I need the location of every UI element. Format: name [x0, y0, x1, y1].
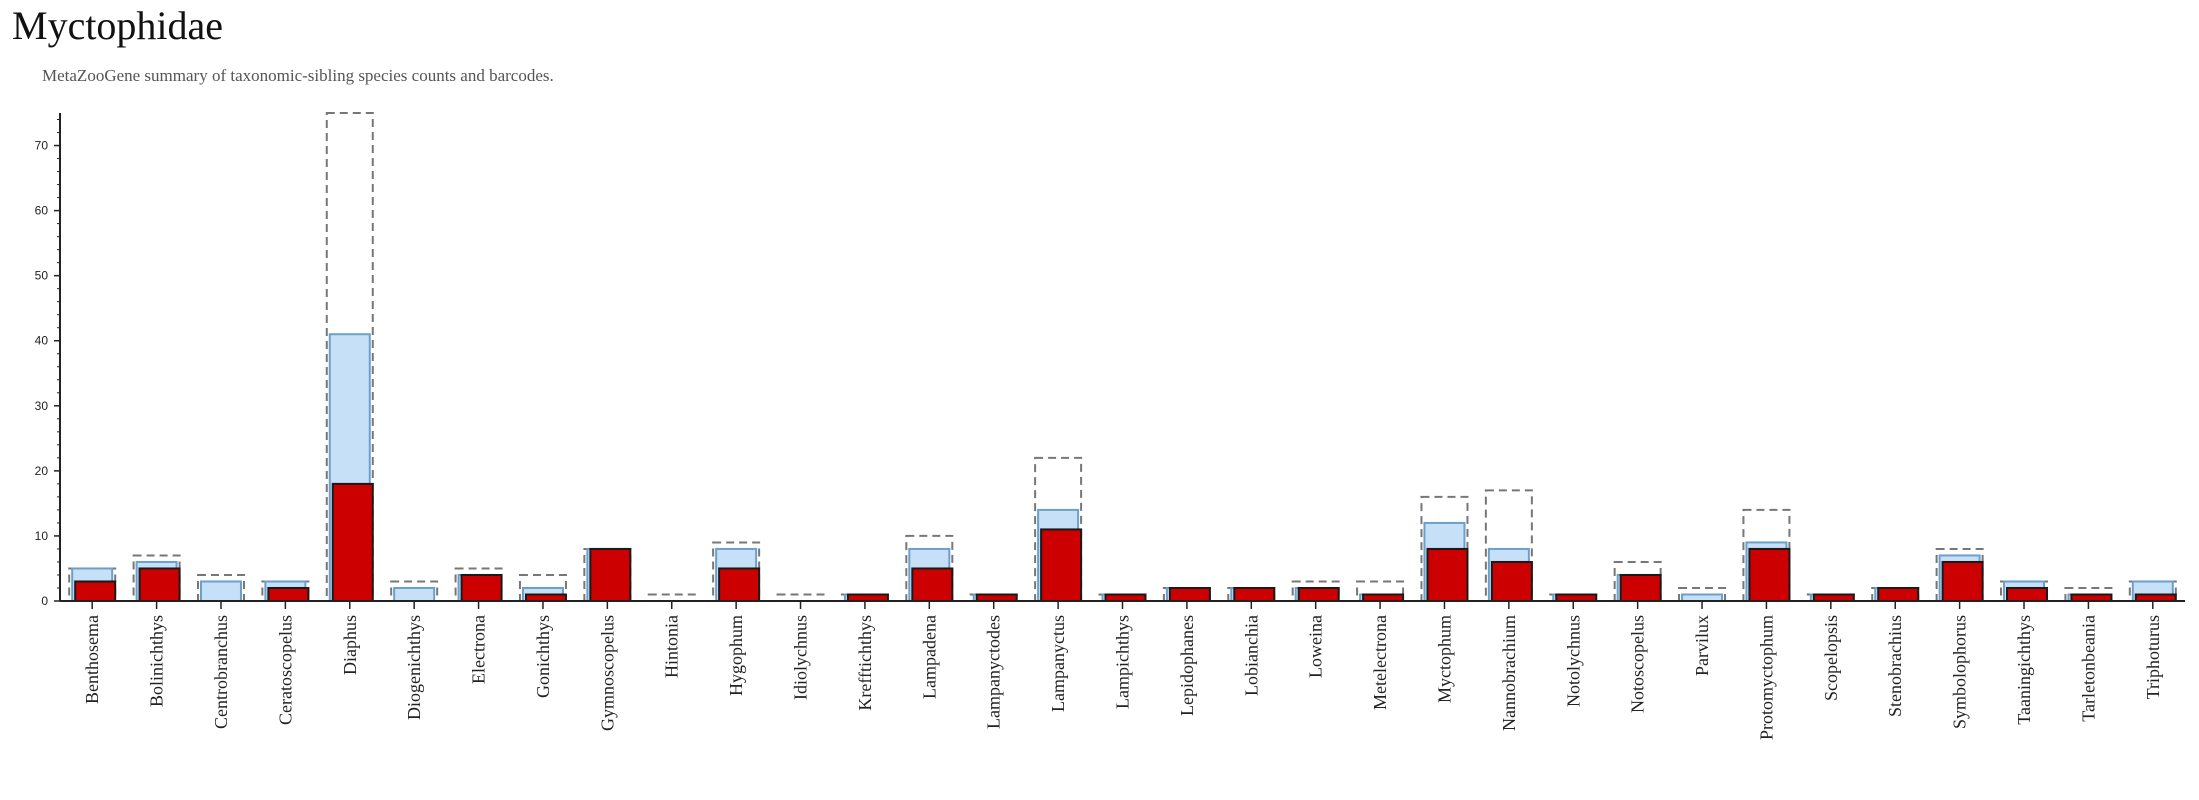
y-tick-label: 40	[35, 334, 49, 348]
x-tick-label: Nannobrachium	[1499, 615, 1519, 731]
x-tick-label: Notoscopelus	[1628, 615, 1648, 713]
barcoded-bar	[1619, 573, 1662, 602]
y-tick-label: 30	[35, 399, 49, 413]
total-species-bars	[68, 112, 2177, 603]
barcoded-bar	[267, 586, 310, 603]
x-tick-label: Gonichthys	[533, 615, 553, 698]
x-tick-label: Myctophum	[1434, 615, 1454, 703]
total-bar	[325, 112, 374, 602]
x-tick-label: Notolychnus	[1563, 615, 1583, 707]
x-tick-label: Triphoturus	[2143, 615, 2163, 699]
x-tick-label: Lampanyctus	[1048, 615, 1068, 712]
barcoded-bar	[460, 573, 503, 602]
x-tick-label: Centrobranchus	[211, 615, 231, 729]
barcoded-bar	[911, 567, 954, 603]
x-tick-label: Bolinichthys	[147, 615, 167, 707]
x-tick-label: Lampadena	[919, 615, 939, 699]
barcoded-bar	[331, 482, 374, 603]
barcoded-bar	[718, 567, 761, 603]
x-tick-label: Krefftichthys	[855, 615, 875, 711]
barcoded-bar	[1490, 560, 1533, 603]
barcoded-bar	[1426, 547, 1469, 602]
sibling-species-bars	[71, 333, 2174, 603]
x-tick-label: Idiolychnus	[791, 615, 811, 700]
y-tick-label: 0	[41, 594, 48, 608]
barcoded-bar	[1040, 528, 1083, 603]
x-tick-label: Ceratoscopelus	[275, 615, 295, 725]
total-bar	[2128, 580, 2177, 602]
barcoded-bar	[1748, 547, 1791, 602]
x-tick-label: Loweina	[1306, 615, 1326, 678]
x-tick-label: Lepidophanes	[1177, 615, 1197, 716]
barcoded-bar	[138, 567, 181, 603]
x-tick-label: Scopelopsis	[1821, 615, 1841, 701]
x-tick-label: Stenobrachius	[1885, 615, 1905, 717]
barcoded-bar	[1877, 586, 1920, 603]
x-tick-label: Diogenichthys	[404, 615, 424, 720]
x-tick-label: Benthosema	[82, 615, 102, 704]
x-tick-label: Gymnoscopelus	[597, 615, 617, 731]
sibling-bar	[199, 580, 242, 602]
x-tick-label: Lobianchia	[1241, 615, 1261, 696]
barcoded-bar	[1941, 560, 1984, 603]
y-tick-label: 70	[35, 139, 49, 153]
chart-axes	[59, 113, 2185, 602]
x-axis-ticks: Benthosema Bolinichthys Centrobranchus Cera…	[82, 601, 2163, 740]
y-tick-label: 20	[35, 464, 49, 478]
y-tick-label: 10	[35, 529, 49, 543]
total-bar	[390, 580, 439, 602]
y-axis-ticks: 0 10 20 30 40 50 60 70	[35, 119, 60, 608]
x-tick-label: Electrona	[469, 615, 489, 684]
barcoded-bar	[74, 580, 117, 602]
page-subtitle: MetaZooGene summary of taxonomic-sibling…	[42, 66, 554, 85]
x-tick-label: Lampichthys	[1113, 615, 1133, 709]
y-tick-label: 50	[35, 269, 49, 283]
barcoded-bar	[1168, 586, 1211, 603]
x-tick-label: Taaningichthys	[2014, 615, 2034, 725]
barcoded-bar	[589, 547, 632, 602]
barcoded-bar	[1297, 586, 1340, 603]
x-tick-label: Hintonia	[662, 615, 682, 678]
y-tick-label: 60	[35, 204, 49, 218]
x-tick-label: Lampanyctodes	[984, 615, 1004, 729]
x-tick-label: Metelectrona	[1370, 615, 1390, 710]
barcoded-bar	[2006, 586, 2049, 603]
x-tick-label: Protomyctophum	[1756, 615, 1776, 740]
page-title: Myctophidae	[12, 3, 224, 48]
barcoded-species-bars	[74, 482, 2177, 603]
total-bar	[1356, 580, 1405, 602]
x-tick-label: Tarletonbeania	[2078, 615, 2098, 722]
x-tick-label: Hygophum	[726, 615, 746, 696]
barcoded-bar	[1233, 586, 1276, 603]
x-tick-label: Parvilux	[1692, 615, 1712, 676]
sibling-bar	[393, 586, 436, 603]
x-tick-label: Diaphus	[340, 615, 360, 675]
x-tick-label: Symbolophorus	[1950, 615, 1970, 729]
